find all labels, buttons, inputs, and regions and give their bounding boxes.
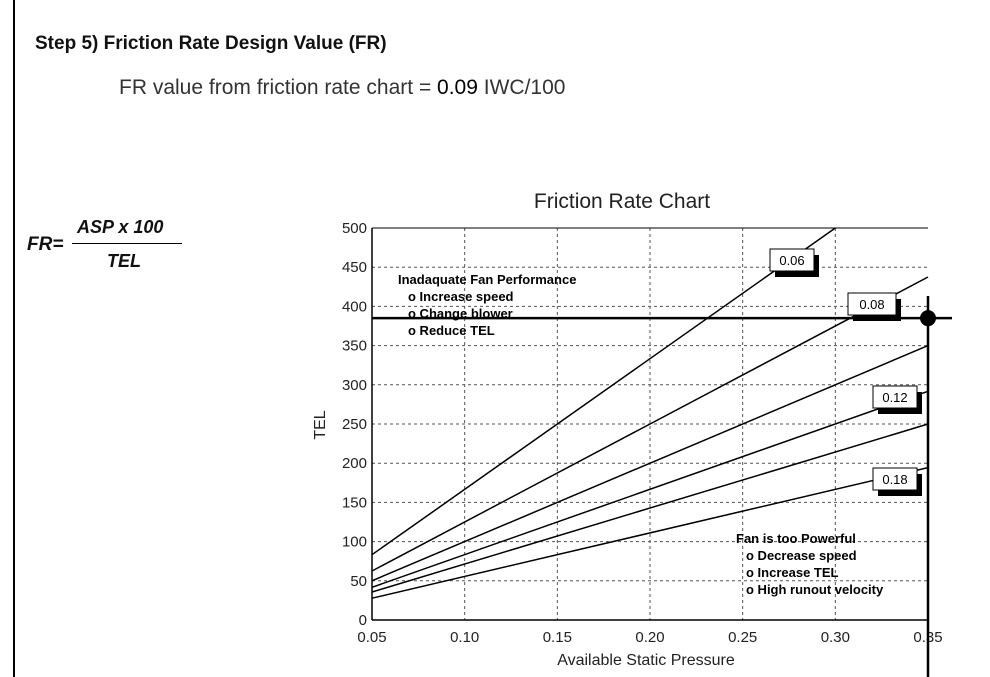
chart-title: Friction Rate Chart [534, 190, 710, 213]
y-tick-label: 500 [342, 220, 367, 237]
annotation-item: o Increase speed [408, 289, 514, 304]
series-label: 0.12 [882, 390, 907, 405]
annotation-item: o Increase TEL [746, 565, 839, 580]
y-tick-label: 400 [342, 298, 367, 315]
series-line [371, 390, 929, 589]
x-tick-label: 0.10 [450, 629, 479, 646]
y-tick-label: 150 [342, 494, 367, 511]
annotation-heading: Fan is too Powerful [736, 531, 856, 546]
x-tick-label: 0.05 [357, 629, 386, 646]
series-line [371, 276, 929, 572]
series-line [371, 466, 929, 599]
y-axis-label: TEL [312, 410, 329, 439]
axes: 0.050.100.150.200.250.300.35050100150200… [342, 220, 943, 646]
series-label: 0.06 [779, 253, 804, 268]
fr-value-line: FR value from friction rate chart = 0.09… [119, 76, 565, 100]
formula-fraction-bar [72, 243, 182, 244]
x-axis-label: Available Static Pressure [557, 652, 735, 669]
formula-lhs: FR= [27, 234, 64, 255]
left-margin-rule [13, 0, 15, 677]
y-tick-label: 0 [359, 612, 367, 629]
series-line [371, 344, 929, 582]
annotation-item: o Decrease speed [746, 548, 857, 563]
x-tick-label: 0.25 [728, 629, 757, 646]
series-label-box [872, 385, 918, 409]
series-label-box [769, 248, 815, 272]
formula-numerator: ASP x 100 [77, 217, 164, 237]
series-lines: 0.06 0.08 0.12 0.18 [371, 227, 929, 599]
fr-value: 0.09 [437, 76, 478, 99]
series-label: 0.08 [859, 297, 884, 312]
series-line [371, 423, 929, 593]
series-line [371, 227, 836, 556]
y-tick-label: 250 [342, 416, 367, 433]
y-tick-label: 450 [342, 259, 367, 276]
annotations: Inadaquate Fan Performance o Increase spe… [398, 272, 884, 597]
series-label-box [847, 292, 897, 316]
y-tick-label: 350 [342, 338, 367, 355]
x-tick-label: 0.15 [543, 629, 572, 646]
series-label-box [872, 467, 918, 491]
fr-value-unit: IWC/100 [483, 76, 566, 99]
fr-value-label: FR value from friction rate chart [119, 76, 414, 99]
series-label: 0.18 [882, 472, 907, 487]
annotation-item: o High runout velocity [746, 582, 884, 597]
y-tick-label: 200 [342, 455, 367, 472]
marker [372, 296, 952, 677]
marker-dot [920, 310, 936, 327]
y-tick-label: 300 [342, 377, 367, 394]
formula-denominator: TEL [107, 251, 141, 271]
y-tick-label: 100 [342, 534, 367, 551]
x-tick-label: 0.30 [821, 629, 850, 646]
x-tick-label: 0.20 [635, 629, 664, 646]
step-title: Step 5) Friction Rate Design Value (FR) [35, 33, 387, 54]
fr-value-equals: = [418, 76, 432, 99]
annotation-item: o Reduce TEL [408, 323, 495, 338]
annotation-heading: Inadaquate Fan Performance [398, 272, 576, 287]
y-tick-label: 50 [350, 573, 367, 590]
